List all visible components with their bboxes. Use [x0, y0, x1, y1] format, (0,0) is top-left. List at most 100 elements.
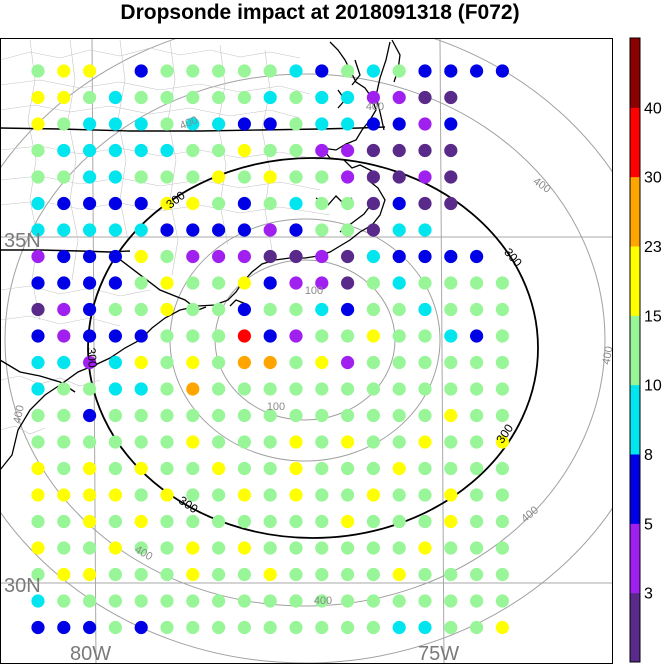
dropsonde-dot [212, 461, 226, 476]
dropsonde-dot [418, 594, 432, 608]
dropsonde-dot [289, 196, 303, 211]
dropsonde-dot [31, 488, 45, 502]
dropsonde-dot [57, 170, 71, 184]
dropsonde-dot [418, 382, 432, 396]
dropsonde-dot [57, 567, 71, 582]
dropsonde-dot [315, 408, 329, 423]
dropsonde-dot [160, 170, 174, 184]
dropsonde-dot [57, 64, 71, 78]
dropsonde-dot [392, 170, 406, 184]
dropsonde-dot [392, 620, 406, 635]
dropsonde-dot [366, 64, 380, 78]
dropsonde-dot [392, 276, 406, 290]
dropsonde-dot [186, 488, 200, 502]
dropsonde-dot [237, 514, 251, 529]
dropsonde-dot [366, 90, 380, 105]
dropsonde-dot [315, 594, 329, 608]
dropsonde-dot [418, 223, 432, 237]
ring-label-400-left: 400 [11, 404, 27, 424]
dropsonde-dot [341, 170, 355, 184]
dropsonde-dot [444, 143, 458, 158]
dropsonde-dot [392, 408, 406, 423]
dropsonde-dot [186, 302, 200, 317]
dropsonde-dot [341, 329, 355, 343]
dropsonde-dot [134, 567, 148, 582]
dropsonde-dot [134, 488, 148, 502]
colorbar-swatch [630, 523, 640, 594]
dropsonde-dot [418, 249, 432, 264]
dropsonde-dot [31, 223, 45, 237]
colorbar-tick-label: 23 [644, 239, 662, 256]
dropsonde-dot [341, 196, 355, 211]
dropsonde-dot [160, 594, 174, 608]
dropsonde-dot [31, 196, 45, 211]
dropsonde-dot [495, 276, 509, 290]
dropsonde-dot [315, 620, 329, 635]
dropsonde-dot [108, 302, 122, 317]
dropsonde-dot [315, 514, 329, 529]
dropsonde-dot [470, 435, 484, 449]
dropsonde-dot [108, 541, 122, 555]
dropsonde-dot [289, 329, 303, 343]
dropsonde-dot [212, 64, 226, 78]
dropsonde-dot [212, 541, 226, 555]
dropsonde-dot [495, 355, 509, 370]
dropsonde-dot [31, 541, 45, 555]
dropsonde-dot [418, 143, 432, 158]
dropsonde-dot [495, 302, 509, 317]
dropsonde-dot [341, 223, 355, 237]
dropsonde-dot [315, 170, 329, 184]
dropsonde-dot [263, 249, 277, 264]
dropsonde-dot [366, 382, 380, 396]
map-plot-area: 100 100 400 400 400 400 400 400 400 400 … [0, 38, 613, 664]
colorbar [629, 37, 641, 663]
dropsonde-dot [315, 567, 329, 582]
dropsonde-dot [366, 276, 380, 290]
dropsonde-dot [470, 567, 484, 582]
colorbar-labels: 3 5 8 10 15 23 30 40 [644, 100, 662, 602]
dropsonde-dot [186, 196, 200, 211]
dropsonde-dot [341, 435, 355, 449]
dropsonde-dot [237, 302, 251, 317]
dropsonde-dot [160, 382, 174, 396]
dropsonde-dot [366, 117, 380, 131]
dropsonde-dot [418, 435, 432, 449]
dropsonde-dot [108, 276, 122, 290]
dropsonde-dot [289, 170, 303, 184]
dropsonde-dot [31, 276, 45, 290]
dropsonde-dot [31, 355, 45, 370]
dropsonde-dot [212, 223, 226, 237]
dropsonde-dot [444, 355, 458, 370]
dropsonde-dot [495, 541, 509, 555]
dropsonde-dot [212, 90, 226, 105]
dropsonde-dot [186, 64, 200, 78]
dropsonde-dot [341, 408, 355, 423]
dropsonde-dot [263, 461, 277, 476]
dropsonde-dot [418, 620, 432, 635]
dropsonde-dot [392, 223, 406, 237]
dropsonde-dot [392, 64, 406, 78]
dropsonde-dot [108, 620, 122, 635]
black-range-ring-300 [87, 157, 539, 539]
dropsonde-dot [237, 541, 251, 555]
dropsonde-dot [108, 249, 122, 264]
dropsonde-dot [289, 64, 303, 78]
dropsonde-dot [83, 196, 97, 211]
dropsonde-dot [392, 249, 406, 264]
dropsonde-dot [31, 117, 45, 131]
dropsonde-dot [418, 276, 432, 290]
dropsonde-dot [470, 408, 484, 423]
dropsonde-dot [418, 541, 432, 555]
dropsonde-dot [83, 90, 97, 105]
dropsonde-dot [212, 408, 226, 423]
dropsonde-dot [83, 223, 97, 237]
dropsonde-dot [341, 514, 355, 529]
dropsonde-dot [237, 620, 251, 635]
dropsonde-dot [134, 514, 148, 529]
graticule [0, 38, 613, 664]
colorbar-swatch [630, 107, 640, 178]
dropsonde-dot [57, 143, 71, 158]
dropsonde-dot [186, 329, 200, 343]
dropsonde-dot [57, 620, 71, 635]
dropsonde-dot [315, 302, 329, 317]
